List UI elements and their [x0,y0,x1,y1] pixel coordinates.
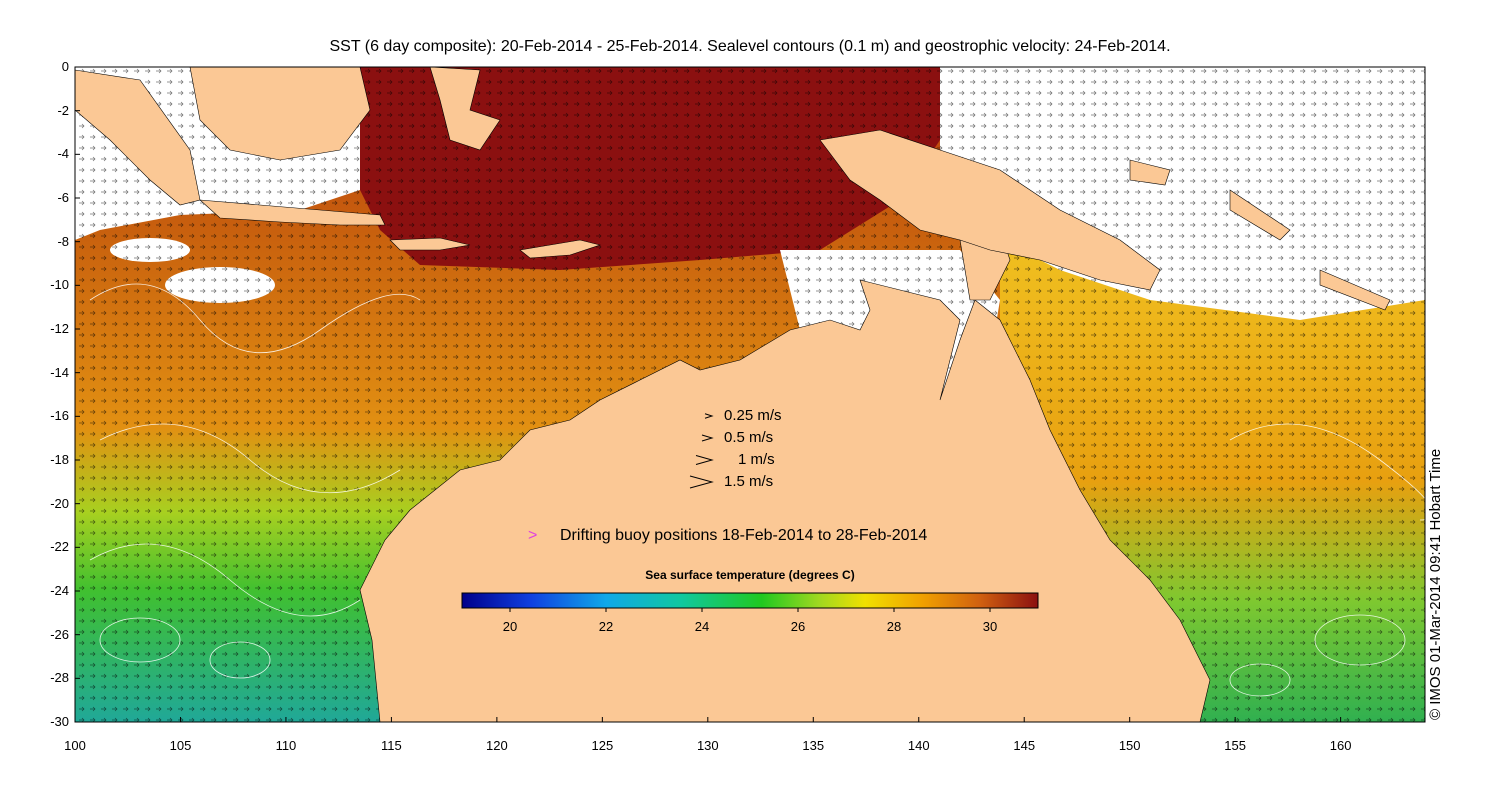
colorbar-tick-label: 20 [502,619,518,634]
y-tick-label: -30 [50,714,69,729]
x-tick-label: 130 [696,738,719,753]
y-tick-label: -22 [50,539,69,555]
y-tick-label: -20 [50,495,69,511]
x-tick-label: 110 [275,738,297,753]
colorbar-tick-label: 26 [790,619,806,634]
sealevel-contour [1229,663,1291,697]
new-guinea-landmass [819,129,1161,291]
sulawesi-landmass [429,67,501,151]
x-tick-label: 135 [802,738,825,753]
solomon-islands [1229,189,1291,241]
map-title: SST (6 day composite): 20-Feb-2014 - 25-… [329,38,1171,55]
velocity-legend-label: 1 m/s [738,451,775,468]
colorbar-tick-label: 24 [694,619,710,634]
velocity-legend-label: 1.5 m/s [724,473,774,490]
y-tick-label: -2 [57,102,69,118]
sealevel-contour [1314,614,1406,666]
x-tick-label: 150 [1118,738,1141,753]
sealevel-contour [209,641,271,679]
credit-text: © IMOS 01-Mar-2014 09:41 Hobart Time [1427,448,1444,720]
colorbar-tick-label: 22 [598,619,614,634]
buoy-legend-label: Drifting buoy positions 18-Feb-2014 to 2… [560,527,928,544]
y-tick-label: -4 [57,146,69,162]
colorbar-tick-label: 28 [886,619,902,634]
sealevel-contour [89,543,361,617]
y-tick-label: -26 [50,626,69,642]
x-tick-label: 120 [486,738,508,753]
borneo-landmass [189,67,371,161]
plot-frame [74,66,1426,723]
x-tick-label: 125 [591,738,614,753]
y-tick-label: 0 [61,59,69,74]
sumatra-landmass [75,69,201,206]
y-tick-label: -8 [57,233,69,249]
sealevel-contour [99,423,401,494]
velocity-legend-arrow [695,455,714,465]
colorbar-tick-label: 30 [982,619,998,634]
x-tick-label: 145 [1013,738,1036,753]
y-tick-label: -12 [50,321,69,336]
bismarck-islands [1129,159,1171,186]
australia-landmass [359,279,1211,722]
y-tick-label: -28 [50,670,69,686]
java-landmass [199,199,386,226]
y-tick-label: -14 [50,364,69,380]
velocity-legend-arrow [689,475,714,489]
timor [519,239,602,259]
sealevel-contour [1229,423,1425,521]
y-tick-label: -18 [50,452,69,467]
x-tick-label: 140 [907,738,930,753]
x-tick-label: 115 [381,738,402,753]
lesser-sunda [389,237,471,251]
velocity-legend-label: 0.5 m/s [724,429,774,446]
velocity-legend-arrow [704,413,714,419]
solomon-islands [1319,269,1391,311]
x-tick-label: 100 [64,738,86,753]
x-tick-label: 105 [169,738,192,753]
sealevel-contour [89,283,421,354]
colorbar [461,592,1039,609]
sealevel-contour [99,617,181,663]
colorbar-title: Sea surface temperature (degrees C) [645,568,855,582]
velocity-legend-arrow [701,434,714,442]
y-tick-label: -6 [57,190,69,205]
buoy-legend-symbol: > [528,527,538,544]
y-tick-label: -10 [50,277,69,293]
y-tick-label: -24 [50,583,69,598]
velocity-legend-label: 0.25 m/s [724,407,782,424]
y-tick-label: -16 [50,408,69,424]
x-tick-label: 160 [1329,738,1352,753]
x-tick-label: 155 [1224,738,1246,753]
